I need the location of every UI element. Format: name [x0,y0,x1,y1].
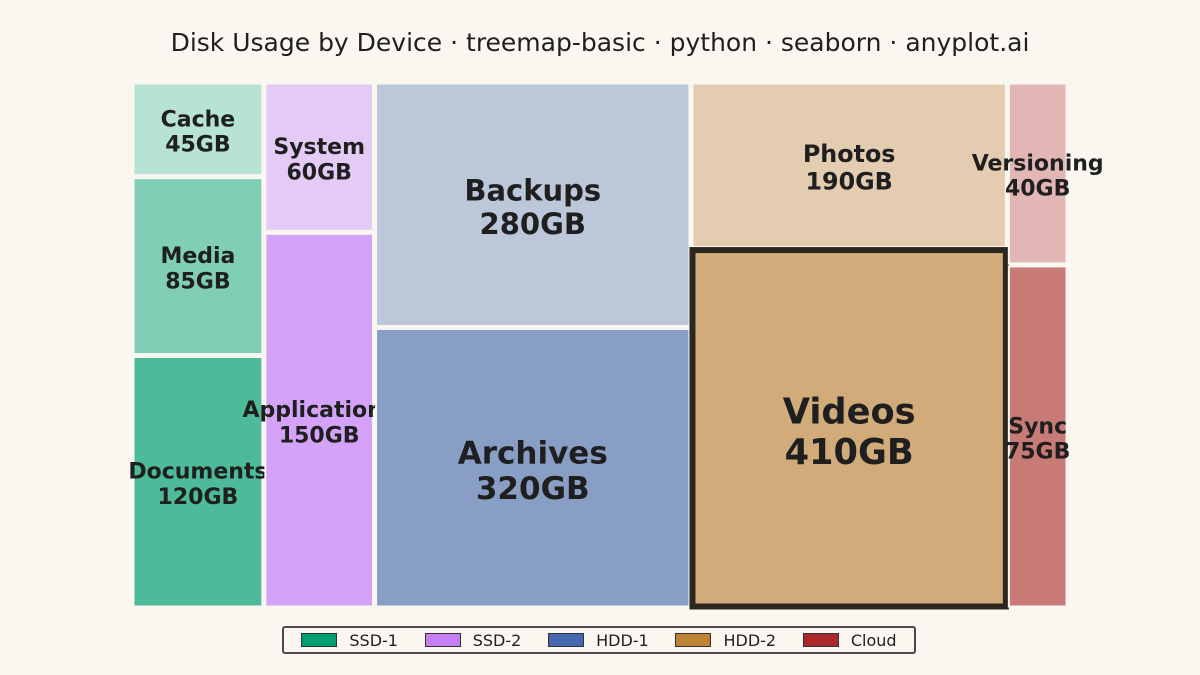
tile-label-photos: Photos [803,140,896,168]
tile-backups [375,82,691,327]
tile-documents [132,356,264,608]
tile-label-cache: Cache [161,107,236,132]
legend-item-ssd-1: SSD-1 [301,631,398,650]
tile-value-versioning: 40GB [1005,177,1070,202]
tile-cache [132,82,264,177]
tile-videos [689,247,1009,610]
tile-label-documents: Documents [128,460,267,485]
legend-swatch-cloud [802,633,839,647]
tile-archives [375,327,691,608]
tile-photos [691,82,1007,249]
tile-label-backups: Backups [464,174,601,208]
legend-label-hdd-2: HDD-2 [723,630,777,650]
tile-value-archives: 320GB [476,471,590,507]
tile-versioning [1007,82,1068,265]
tile-label-media: Media [160,244,235,269]
legend-label-ssd-2: SSD-2 [472,630,522,650]
legend-swatch-hdd-1 [548,633,585,647]
legend-item-cloud: Cloud [802,630,897,650]
tile-value-applications: 150GB [279,423,360,448]
legend-swatch-ssd-1 [301,633,338,647]
tile-value-backups: 280GB [480,207,586,241]
tile-value-videos: 410GB [785,432,914,473]
legend-swatch-hdd-2 [675,633,712,647]
legend-label-ssd-1: SSD-1 [349,630,398,650]
legend-swatch-ssd-2 [424,633,461,647]
tile-applications [264,232,375,608]
tile-sync [1007,265,1068,608]
tile-system [264,82,375,232]
tile-media [132,177,264,356]
tile-value-cache: 45GB [165,133,230,158]
legend-item-hdd-2: HDD-2 [675,631,776,650]
tile-value-photos: 190GB [805,167,892,195]
tile-label-videos: Videos [783,391,916,432]
legend-item-ssd-2: SSD-2 [424,630,522,650]
tile-value-system: 60GB [286,160,351,185]
chart-title: Disk Usage by Device · treemap-basic · p… [170,28,1030,57]
tile-label-sync: Sync [1008,414,1067,439]
tile-label-versioning: Versioning [972,151,1104,176]
legend: SSD-1 SSD-2 HDD-1 HDD-2 Cloud [282,626,916,654]
legend-label-hdd-1: HDD-1 [596,630,649,650]
tile-label-archives: Archives [458,435,608,471]
tile-value-documents: 120GB [158,485,239,510]
tile-value-sync: 75GB [1005,440,1070,465]
legend-item-hdd-1: HDD-1 [548,631,649,650]
tile-label-system: System [273,135,365,160]
tile-label-applications: Applications [242,398,395,423]
tile-value-media: 85GB [165,269,230,294]
legend-label-cloud: Cloud [850,630,897,650]
